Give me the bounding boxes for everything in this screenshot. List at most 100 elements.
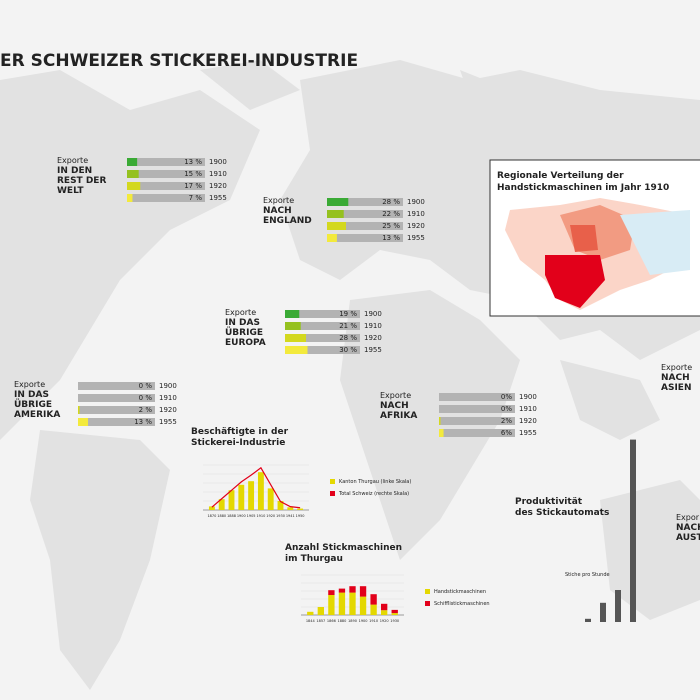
chart-title: Stickerei-Industrie xyxy=(191,438,285,448)
value-label: 13 % xyxy=(134,418,152,426)
bar-track xyxy=(127,158,205,166)
year-label: 1910 xyxy=(407,210,425,218)
bar xyxy=(439,417,441,425)
legend-swatch xyxy=(330,491,335,496)
bar xyxy=(327,198,349,206)
x-tick-label: 1890 xyxy=(348,619,357,623)
bar-track xyxy=(327,210,403,218)
value-label: 7 % xyxy=(189,194,203,202)
bar-track xyxy=(327,198,403,206)
value-label: 22 % xyxy=(382,210,400,218)
bar xyxy=(277,501,284,510)
bar xyxy=(307,611,314,615)
bar xyxy=(238,484,245,510)
legend-swatch xyxy=(425,601,430,606)
export-destination: REST DER xyxy=(57,176,106,186)
bar xyxy=(370,604,377,615)
bar xyxy=(439,429,444,437)
chart-title: des Stickautomats xyxy=(515,508,609,518)
export-label: Exporte xyxy=(263,196,294,205)
bar-track xyxy=(78,406,155,414)
bar xyxy=(297,508,304,510)
bar xyxy=(127,170,139,178)
bar xyxy=(328,590,335,595)
export-destination: WELT xyxy=(57,186,84,196)
bar xyxy=(327,222,346,230)
bar xyxy=(600,602,606,622)
value-label: 21 % xyxy=(339,322,357,330)
bar xyxy=(78,406,80,414)
bar-track xyxy=(78,382,155,390)
bar-track xyxy=(127,170,205,178)
bar xyxy=(218,499,225,510)
bar-track xyxy=(285,322,360,330)
value-label: 6% xyxy=(501,429,512,437)
bar xyxy=(349,586,356,593)
bar-track xyxy=(127,194,205,202)
value-label: 2% xyxy=(501,417,512,425)
value-label: 30 % xyxy=(339,346,357,354)
year-label: 1955 xyxy=(364,346,382,354)
bar xyxy=(381,610,388,615)
value-label: 0 % xyxy=(139,382,153,390)
bar-track xyxy=(439,417,515,425)
bar xyxy=(349,592,356,615)
bar-track xyxy=(78,418,155,426)
x-tick-label: 1930 xyxy=(276,514,285,518)
regional-map xyxy=(489,159,700,317)
export-label: Exporte xyxy=(225,308,256,317)
year-label: 1900 xyxy=(364,310,382,318)
export-destination: ÜBRIGE xyxy=(14,399,52,410)
x-tick-label: 1920 xyxy=(266,514,275,518)
bar xyxy=(630,439,636,622)
bar xyxy=(327,234,337,242)
value-label: 17 % xyxy=(184,182,202,190)
year-label: 1955 xyxy=(159,418,177,426)
export-destination: IN DEN xyxy=(57,166,92,176)
year-label: 1920 xyxy=(519,417,537,425)
bar-track xyxy=(327,234,403,242)
x-tick-label: 1870 xyxy=(207,514,216,518)
bar xyxy=(370,594,377,605)
year-label: 1955 xyxy=(519,429,537,437)
export-destination: ASIEN xyxy=(661,383,691,393)
x-tick-label: 1900 xyxy=(359,619,368,623)
x-tick-label: 1880 xyxy=(217,514,226,518)
bar xyxy=(338,592,346,615)
value-label: 0% xyxy=(501,393,512,401)
value-label: 13 % xyxy=(382,234,400,242)
export-destination: AMERIKA xyxy=(14,410,60,420)
value-label: 25 % xyxy=(382,222,400,230)
chart-title: im Thurgau xyxy=(285,554,343,564)
x-tick-label: 1941 xyxy=(286,514,295,518)
year-label: 1910 xyxy=(364,322,382,330)
bar xyxy=(208,506,215,510)
export-label: Exporte xyxy=(380,391,411,400)
value-label: 0 % xyxy=(139,394,153,402)
export-label: Exporte xyxy=(57,156,88,165)
page-title: ER SCHWEIZER STICKEREI-INDUSTRIE xyxy=(0,51,358,71)
year-label: 1910 xyxy=(519,405,537,413)
bar xyxy=(391,609,398,614)
export-destination: NACH xyxy=(380,401,409,411)
x-tick-label: 1930 xyxy=(390,619,399,623)
map-region xyxy=(570,225,598,252)
export-destination: NACH xyxy=(263,206,292,216)
bar xyxy=(338,588,346,593)
export-destination: EUROPA xyxy=(225,338,266,348)
x-tick-label: 1888 xyxy=(227,514,236,518)
bar xyxy=(248,481,255,510)
export-destination: ENGLAND xyxy=(263,216,312,226)
bar xyxy=(257,472,264,510)
bar xyxy=(317,607,324,615)
bar-track xyxy=(78,394,155,402)
value-label: 2 % xyxy=(139,406,153,414)
bar xyxy=(127,158,138,166)
bar xyxy=(285,310,300,318)
bar xyxy=(285,346,308,354)
bar xyxy=(127,194,133,202)
bar xyxy=(285,334,306,342)
legend-label: Handstickmaschinen xyxy=(434,589,486,595)
export-label: Exporte xyxy=(661,363,692,372)
